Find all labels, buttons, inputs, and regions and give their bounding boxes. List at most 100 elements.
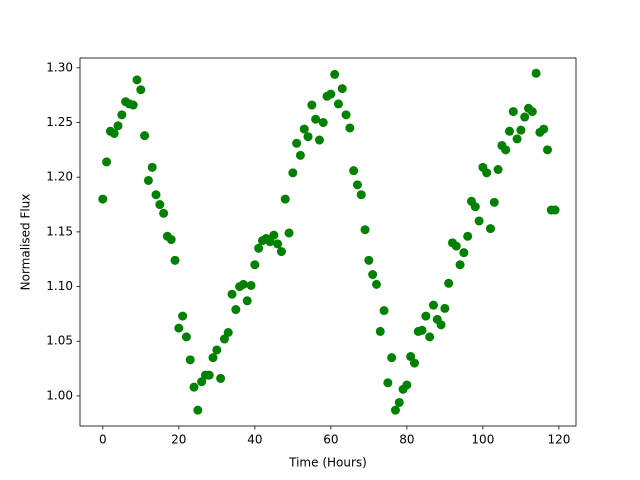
data-point bbox=[307, 100, 317, 110]
data-point bbox=[550, 205, 560, 215]
data-point bbox=[295, 150, 305, 160]
data-point bbox=[280, 194, 290, 204]
data-point bbox=[512, 134, 522, 144]
data-point bbox=[117, 110, 127, 120]
x-tick-label: 0 bbox=[99, 433, 107, 447]
data-point bbox=[428, 300, 438, 310]
data-point bbox=[98, 194, 108, 204]
data-point bbox=[360, 225, 370, 235]
data-point bbox=[463, 231, 473, 241]
y-axis-label: Normalised Flux bbox=[19, 194, 33, 291]
x-tick-label: 20 bbox=[171, 433, 186, 447]
data-point bbox=[318, 118, 328, 128]
data-point bbox=[292, 138, 302, 148]
data-point bbox=[204, 370, 214, 380]
data-point bbox=[409, 358, 419, 368]
data-point bbox=[459, 248, 469, 258]
data-point bbox=[542, 145, 552, 155]
data-point bbox=[242, 296, 252, 306]
data-point bbox=[151, 190, 161, 200]
data-point bbox=[102, 157, 112, 167]
data-point bbox=[269, 230, 279, 240]
data-point bbox=[113, 121, 123, 131]
data-point bbox=[337, 84, 347, 94]
data-point bbox=[284, 228, 294, 238]
data-point bbox=[212, 345, 222, 355]
data-point bbox=[189, 382, 199, 392]
data-point bbox=[345, 123, 355, 133]
data-point bbox=[288, 168, 298, 178]
data-point bbox=[387, 353, 397, 363]
data-point bbox=[493, 165, 503, 175]
data-point bbox=[231, 305, 241, 315]
plot-frame bbox=[79, 57, 577, 427]
y-tick-label: 1.20 bbox=[46, 170, 73, 184]
data-point bbox=[299, 124, 309, 134]
y-tick-label: 1.05 bbox=[46, 334, 73, 348]
data-point bbox=[501, 145, 511, 155]
data-point bbox=[193, 405, 203, 415]
data-point bbox=[352, 180, 362, 190]
data-point bbox=[417, 325, 427, 335]
data-point bbox=[421, 311, 431, 321]
data-point bbox=[147, 162, 157, 172]
data-point bbox=[216, 373, 226, 383]
data-point bbox=[276, 247, 286, 257]
data-point bbox=[250, 260, 260, 270]
data-point bbox=[455, 260, 465, 270]
data-point bbox=[508, 107, 518, 117]
data-point bbox=[223, 327, 233, 337]
data-point bbox=[406, 352, 416, 362]
data-point bbox=[314, 135, 324, 145]
data-point bbox=[273, 239, 283, 249]
data-point bbox=[170, 255, 180, 265]
data-point bbox=[516, 125, 526, 135]
data-point bbox=[440, 303, 450, 313]
data-point bbox=[489, 197, 499, 207]
data-point bbox=[402, 380, 412, 390]
data-point bbox=[178, 311, 188, 321]
data-point bbox=[425, 332, 435, 342]
data-point bbox=[451, 241, 461, 251]
y-tick-label: 1.15 bbox=[46, 224, 73, 238]
data-point bbox=[132, 75, 142, 85]
data-point bbox=[181, 332, 191, 342]
y-tick-label: 1.10 bbox=[46, 279, 73, 293]
data-point bbox=[349, 166, 359, 176]
data-point bbox=[356, 190, 366, 200]
data-point bbox=[246, 280, 256, 290]
data-point bbox=[390, 405, 400, 415]
x-tick-label: 60 bbox=[323, 433, 338, 447]
x-axis-label: Time (Hours) bbox=[288, 456, 367, 470]
y-tick-label: 1.25 bbox=[46, 115, 73, 129]
data-point bbox=[174, 323, 184, 333]
data-point bbox=[520, 112, 530, 122]
y-tick-label: 1.00 bbox=[46, 388, 73, 402]
data-point bbox=[375, 326, 385, 336]
data-point bbox=[143, 175, 153, 185]
data-point bbox=[333, 99, 343, 109]
data-point bbox=[109, 128, 119, 138]
data-point bbox=[265, 237, 275, 247]
data-point bbox=[185, 355, 195, 365]
data-point bbox=[394, 397, 404, 407]
data-point bbox=[539, 124, 549, 134]
data-point bbox=[227, 289, 237, 299]
data-point bbox=[140, 131, 150, 141]
data-point bbox=[166, 235, 176, 245]
data-point bbox=[474, 216, 484, 226]
data-point bbox=[303, 132, 313, 142]
data-point bbox=[208, 353, 218, 363]
data-point bbox=[527, 107, 537, 117]
data-point bbox=[485, 224, 495, 234]
data-point bbox=[219, 334, 229, 344]
data-point bbox=[330, 69, 340, 79]
data-point bbox=[371, 279, 381, 289]
data-point bbox=[128, 100, 138, 110]
data-point bbox=[531, 68, 541, 78]
data-point bbox=[254, 243, 264, 253]
data-point bbox=[379, 306, 389, 316]
data-point bbox=[482, 168, 492, 178]
